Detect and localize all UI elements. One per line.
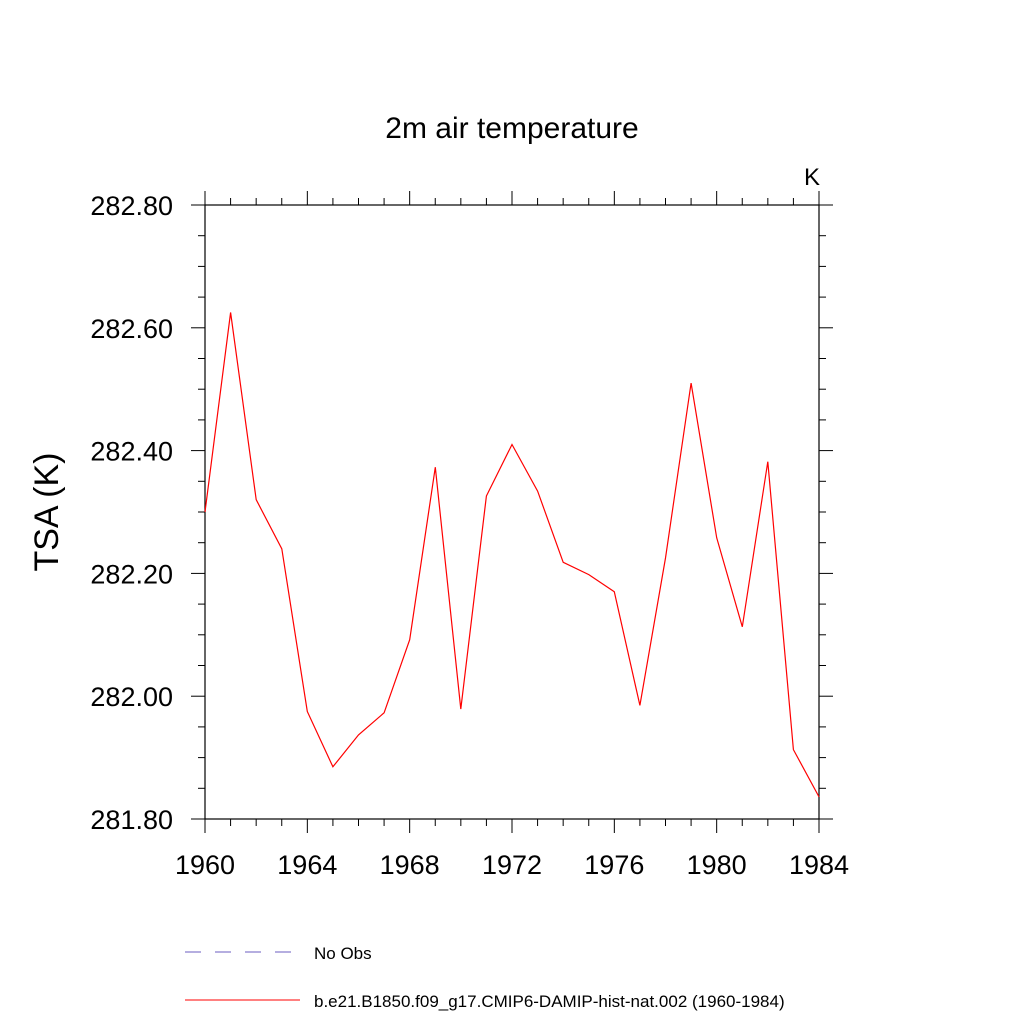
x-tick-label: 1984 (789, 850, 849, 880)
y-tick-label: 282.40 (90, 437, 173, 467)
x-tick-label: 1976 (584, 850, 644, 880)
x-tick-label: 1972 (482, 850, 542, 880)
legend-label: No Obs (314, 944, 372, 963)
series-line (204, 312, 820, 798)
axis-ticks (191, 191, 833, 833)
x-tick-label: 1964 (277, 850, 337, 880)
chart-title: 2m air temperature (385, 112, 638, 145)
units-label: K (804, 164, 820, 191)
series-lines (204, 312, 820, 798)
y-tick-label: 282.00 (90, 682, 173, 712)
y-tick-label: 282.60 (90, 314, 173, 344)
x-tick-label: 1968 (380, 850, 440, 880)
x-tick-label: 1980 (687, 850, 747, 880)
legend: No Obs b.e21.B1850.f09_g17.CMIP6-DAMIP-hi… (185, 944, 785, 1011)
plot-frame (204, 204, 820, 820)
legend-label: b.e21.B1850.f09_g17.CMIP6-DAMIP-hist-nat… (314, 992, 785, 1011)
tick-labels: 1960 1964 1968 1972 1976 1980 1984 281.80 282.00… (90, 191, 849, 880)
y-tick-label: 281.80 (90, 805, 173, 835)
y-tick-label: 282.20 (90, 559, 173, 589)
x-tick-label: 1960 (175, 850, 235, 880)
plot-border (204, 204, 820, 820)
y-tick-label: 282.80 (90, 191, 173, 221)
y-axis-label: TSA (K) (28, 452, 66, 571)
